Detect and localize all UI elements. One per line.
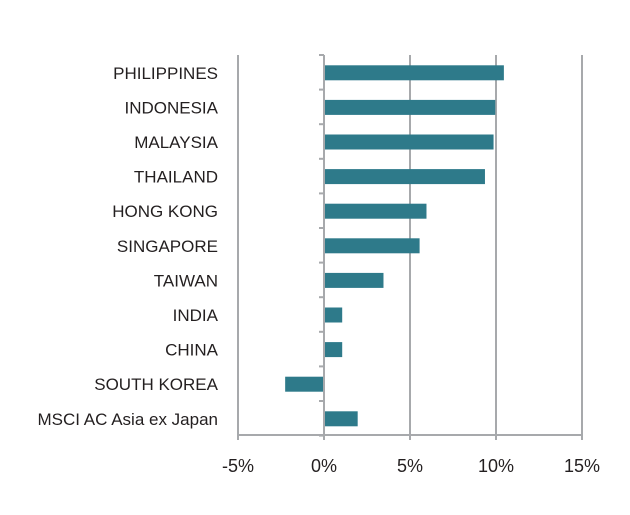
category-label: TAIWAN [154, 271, 218, 290]
bar-india [325, 307, 343, 323]
x-tick-label: 0% [311, 456, 337, 476]
x-tick-label: 15% [564, 456, 600, 476]
x-tick-labels: -5% 0% 5% 10% 15% [222, 456, 600, 476]
bar-hong-kong [325, 203, 427, 219]
category-label: THAILAND [134, 168, 218, 187]
bar-taiwan [325, 272, 384, 288]
category-label: INDIA [173, 306, 219, 325]
category-label: PHILIPPINES [113, 64, 218, 83]
category-label: SINGAPORE [117, 237, 218, 256]
bar-singapore [325, 238, 420, 254]
bar-malaysia [325, 134, 494, 150]
axes [237, 54, 583, 440]
category-label: INDONESIA [124, 98, 218, 117]
bars [285, 65, 504, 427]
bar-south-korea [285, 376, 323, 392]
x-tick-label: 5% [397, 456, 423, 476]
bar-msci-ac-asia-ex-japan [325, 411, 358, 427]
bar-china [325, 342, 343, 358]
bar-thailand [325, 169, 485, 185]
category-label: HONG KONG [112, 202, 218, 221]
category-label: MALAYSIA [134, 133, 218, 152]
category-label: SOUTH KOREA [94, 375, 218, 394]
category-label: MSCI AC Asia ex Japan [38, 410, 218, 429]
x-tick-label: 10% [478, 456, 514, 476]
bar-philippines [325, 65, 504, 81]
gridlines [237, 55, 583, 435]
category-labels: PHILIPPINES INDONESIA MALAYSIA THAILAND HONG… [38, 64, 219, 429]
bar-indonesia [325, 99, 496, 115]
category-label: CHINA [165, 341, 219, 360]
x-tick-label: -5% [222, 456, 254, 476]
